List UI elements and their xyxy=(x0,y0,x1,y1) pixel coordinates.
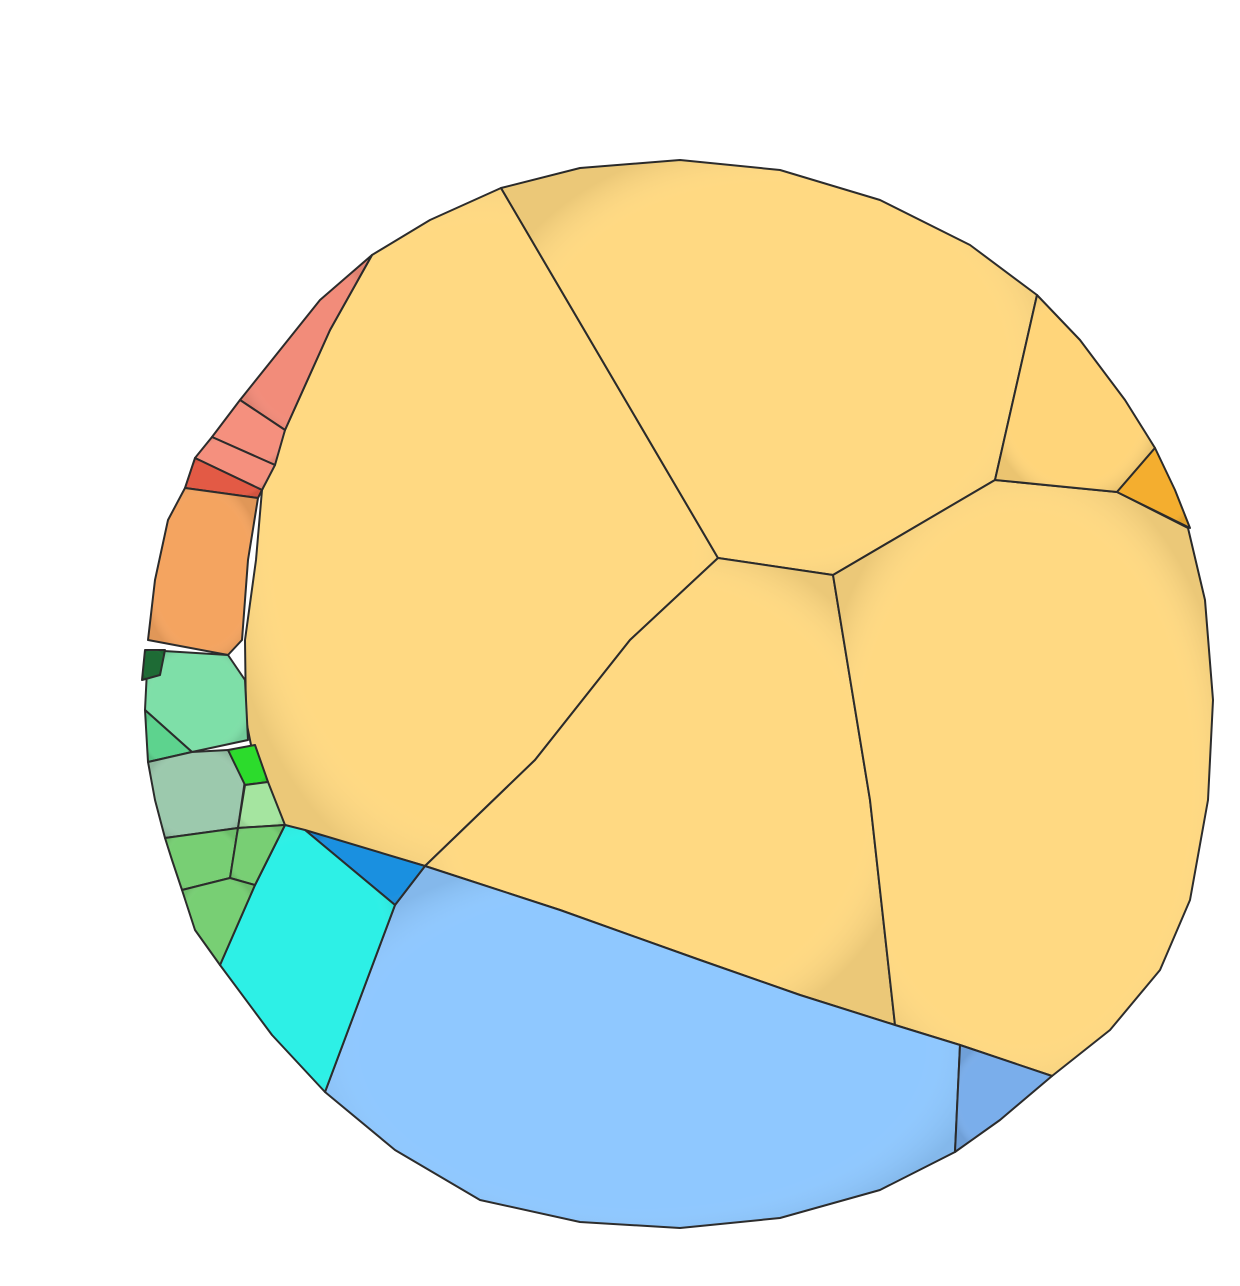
cell-polygon xyxy=(832,479,1214,1077)
cell-polygon xyxy=(147,487,259,656)
cell-red-14 xyxy=(147,487,259,656)
cells-layer xyxy=(141,159,1214,1229)
cell-yellow-3 xyxy=(832,479,1214,1077)
cell-polygon xyxy=(147,749,246,839)
cell-green-17 xyxy=(147,749,246,839)
